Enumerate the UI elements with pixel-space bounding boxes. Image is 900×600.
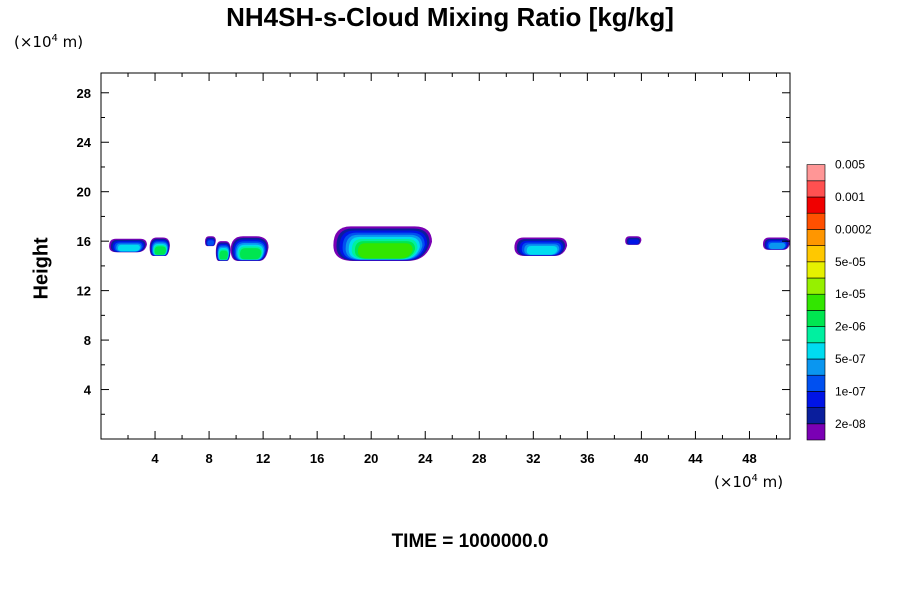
legend-swatch <box>806 310 826 327</box>
legend-swatch <box>806 407 826 425</box>
legend-swatch <box>806 212 826 230</box>
legend-label: 0.001 <box>835 190 865 204</box>
cloud-patch <box>149 237 170 256</box>
legend-swatch <box>806 342 826 360</box>
x-axis-unit: (×104 m) <box>714 473 784 491</box>
y-tick-label: 4 <box>84 383 92 398</box>
legend-label: 0.0002 <box>835 222 872 236</box>
x-tick-label: 4 <box>151 451 159 466</box>
x-tick-label: 40 <box>634 451 648 466</box>
y-tick-label: 12 <box>77 284 91 299</box>
x-tick-label: 28 <box>472 451 486 466</box>
legend-label: 0.005 <box>835 158 865 172</box>
y-tick-label: 20 <box>77 185 91 200</box>
x-tick-label: 12 <box>256 451 270 466</box>
cloud-level <box>628 239 640 245</box>
legend-swatch <box>806 164 826 182</box>
x-tick-label: 8 <box>205 451 212 466</box>
legend-swatch <box>806 326 826 344</box>
legend-label: 2e-06 <box>835 320 866 334</box>
legend-swatch <box>806 196 826 214</box>
y-tick-label: 24 <box>77 135 92 150</box>
legend-swatch <box>806 391 826 408</box>
chart-title: NH4SH-s-Cloud Mixing Ratio [kg/kg] <box>226 2 674 32</box>
cloud-patch <box>109 238 147 253</box>
cloud-level <box>769 242 786 250</box>
legend-swatch <box>806 358 826 376</box>
color-legend: 2e-08 1e-07 5e-07 2e-06 1e-05 5e-05 0.0002 0.00… <box>806 158 872 441</box>
y-tick-label: 28 <box>77 86 91 101</box>
x-tick-label: 36 <box>580 451 594 466</box>
legend-swatch <box>806 245 826 263</box>
x-tick-label: 32 <box>526 451 540 466</box>
legend-label: 2e-08 <box>835 417 866 431</box>
legend-swatch <box>806 423 826 441</box>
cloud-patch <box>762 237 790 250</box>
cloud-level <box>526 245 558 255</box>
cloud-level <box>117 244 140 252</box>
x-tick-label: 20 <box>364 451 378 466</box>
y-tick-label: 8 <box>84 333 91 348</box>
legend-label: 5e-05 <box>835 255 866 269</box>
legend-label: 1e-05 <box>835 287 866 301</box>
x-tick-label: 16 <box>310 451 324 466</box>
cloud-patch <box>205 236 216 247</box>
legend-label: 5e-07 <box>835 352 866 366</box>
cloud-patch <box>230 236 269 261</box>
cloud-patch <box>514 237 568 256</box>
legend-swatch <box>806 261 826 279</box>
y-tick-label: 16 <box>77 234 91 249</box>
time-label: TIME = 1000000.0 <box>391 531 549 552</box>
cloud-level <box>154 246 166 255</box>
plot-frame <box>100 72 791 440</box>
cloud-patch <box>333 226 432 261</box>
cloud-level <box>357 243 413 259</box>
cloud-patch <box>625 236 642 245</box>
cloud-level <box>207 240 215 246</box>
cloud-field <box>109 226 790 261</box>
legend-swatch <box>806 180 826 198</box>
legend-swatch <box>806 277 826 295</box>
cloud-level <box>219 250 228 260</box>
x-tick-label: 48 <box>742 451 756 466</box>
legend-swatch <box>806 229 826 246</box>
legend-swatch <box>806 293 826 311</box>
y-axis-unit: (×104 m) <box>14 33 84 51</box>
legend-swatch <box>806 374 826 392</box>
x-tick-label: 44 <box>688 451 703 466</box>
cloud-patch <box>215 241 231 261</box>
cloud-level <box>239 248 262 260</box>
legend-label: 1e-07 <box>835 384 866 398</box>
x-tick-label: 24 <box>418 451 433 466</box>
